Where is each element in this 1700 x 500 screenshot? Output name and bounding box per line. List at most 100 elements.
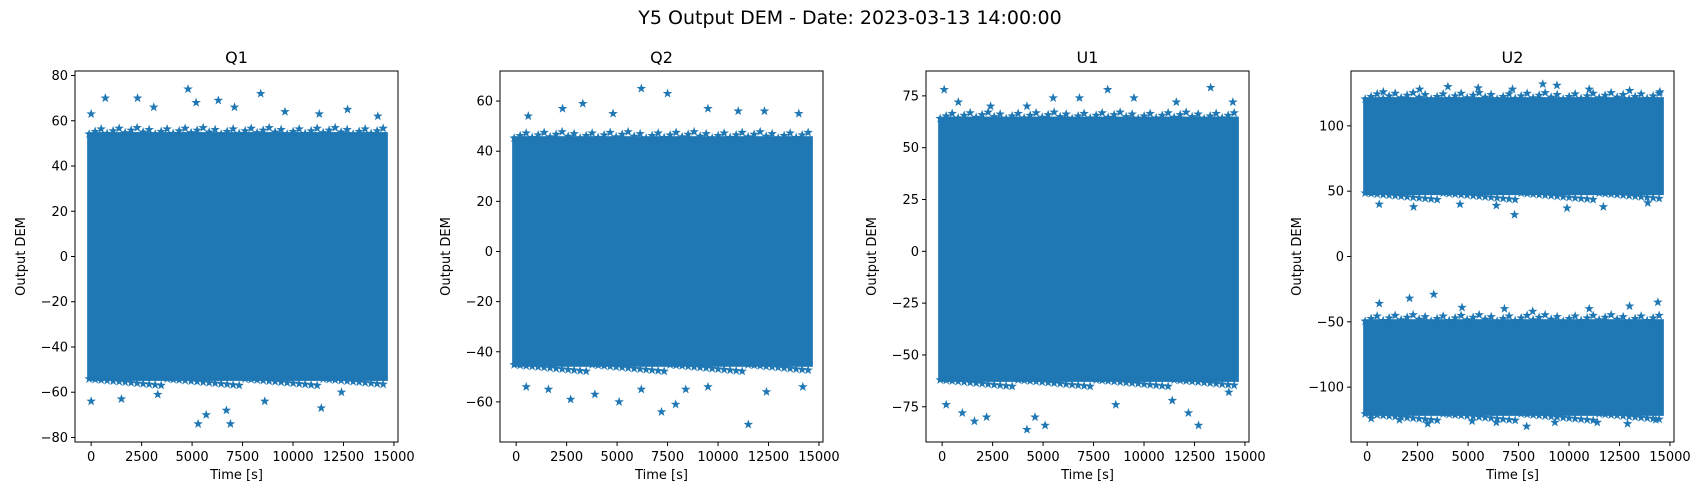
x-tick-label: 12500 bbox=[1599, 450, 1640, 465]
x-axis-label: Time [s] bbox=[209, 468, 263, 483]
scatter-point bbox=[671, 127, 681, 137]
scatter-point bbox=[539, 127, 549, 137]
scatter-point bbox=[1049, 107, 1059, 117]
x-tick-label: 15000 bbox=[373, 450, 414, 465]
subplot-title: Q2 bbox=[650, 48, 673, 67]
scatter-point bbox=[680, 384, 691, 394]
scatter-point bbox=[221, 405, 232, 415]
scatter-point bbox=[1408, 201, 1419, 211]
scatter-point bbox=[590, 389, 600, 399]
scatter-point bbox=[565, 394, 576, 404]
scatter-point bbox=[1584, 303, 1594, 313]
scatter-point bbox=[246, 123, 256, 133]
scatter-point bbox=[1193, 420, 1204, 430]
scatter-point bbox=[213, 95, 224, 105]
scatter-point bbox=[523, 111, 534, 121]
scatter-band-0 bbox=[87, 132, 388, 381]
y-tick-label: −20 bbox=[41, 295, 68, 310]
scatter-point bbox=[132, 122, 142, 132]
y-tick-label: 0 bbox=[60, 250, 68, 265]
x-tick-label: 5000 bbox=[1027, 450, 1060, 465]
subplot-u2: U2 0 2500 5000 7500 10000 12500 15000 −100 −50 0 50… bbox=[1290, 48, 1691, 483]
y-tick-label: 0 bbox=[911, 245, 919, 260]
scatter-point bbox=[1228, 97, 1238, 107]
scatter-point bbox=[1372, 311, 1382, 321]
y-axis-label: Output DEM bbox=[865, 217, 880, 296]
scatter-point bbox=[941, 399, 951, 409]
scatter-point bbox=[1022, 101, 1032, 111]
scatter-point bbox=[703, 381, 713, 391]
scatter-point bbox=[521, 381, 532, 391]
x-tick-label: 12500 bbox=[748, 450, 789, 465]
scatter-point bbox=[100, 93, 111, 103]
scatter-point bbox=[1438, 311, 1448, 321]
scatter-point bbox=[229, 102, 240, 112]
scatter-point bbox=[636, 384, 647, 394]
scatter-point bbox=[86, 396, 96, 406]
scatter-point bbox=[1390, 310, 1400, 320]
subplot-q2: Q2 0 2500 5000 7500 10000 12500 15000 −60 −40 −20 0… bbox=[439, 48, 840, 483]
scatter-point bbox=[116, 394, 127, 404]
scatter-band-0 bbox=[938, 116, 1239, 382]
scatter-point bbox=[280, 106, 290, 116]
plot-area bbox=[1360, 79, 1665, 431]
scatter-band-0 bbox=[1363, 97, 1664, 196]
y-tick-label: 40 bbox=[51, 160, 68, 175]
x-tick-label: 7500 bbox=[226, 450, 259, 465]
scatter-point bbox=[965, 107, 975, 117]
scatter-point bbox=[1404, 293, 1415, 303]
subplot-title: U1 bbox=[1077, 48, 1099, 67]
scatter-point bbox=[689, 126, 699, 136]
scatter-point bbox=[1429, 289, 1439, 299]
scatter-point bbox=[785, 128, 795, 138]
scatter-point bbox=[1474, 309, 1484, 319]
scatter-point bbox=[605, 127, 615, 137]
scatter-point bbox=[191, 97, 201, 107]
y-tick-label: 80 bbox=[51, 69, 68, 84]
scatter-point bbox=[373, 111, 383, 121]
scatter-point bbox=[255, 88, 266, 98]
x-tick-label: 0 bbox=[87, 450, 95, 465]
scatter-point bbox=[587, 128, 597, 138]
scatter-point bbox=[330, 122, 340, 132]
x-axis-label: Time [s] bbox=[1060, 468, 1114, 483]
scatter-point bbox=[1205, 82, 1216, 92]
scatter-point bbox=[1522, 88, 1532, 98]
subplot-u1: U1 0 2500 5000 7500 10000 12500 15000 −75 −50 −25 0… bbox=[865, 48, 1266, 483]
scatter-point bbox=[939, 84, 949, 94]
scatter-point bbox=[521, 128, 531, 138]
scatter-point bbox=[1570, 311, 1580, 321]
scatter-point bbox=[1229, 107, 1239, 117]
scatter-point bbox=[636, 83, 647, 93]
scatter-point bbox=[1624, 301, 1635, 311]
x-tick-label: 12500 bbox=[323, 450, 364, 465]
scatter-point bbox=[148, 102, 159, 112]
scatter-point bbox=[653, 128, 663, 138]
x-tick-label: 0 bbox=[512, 450, 520, 465]
scatter-point bbox=[225, 418, 236, 428]
y-tick-label: −20 bbox=[466, 295, 493, 310]
x-tick-label: 7500 bbox=[651, 450, 684, 465]
x-tick-label: 2500 bbox=[550, 450, 583, 465]
scatter-point bbox=[761, 386, 772, 396]
y-tick-label: −40 bbox=[466, 345, 493, 360]
scatter-point bbox=[1115, 107, 1125, 117]
scatter-point bbox=[985, 101, 996, 111]
scatter-point bbox=[1408, 309, 1418, 319]
scatter-point bbox=[981, 412, 992, 422]
scatter-point bbox=[1022, 424, 1032, 434]
scatter-point bbox=[1408, 87, 1418, 97]
scatter-point bbox=[193, 418, 203, 428]
x-tick-label: 10000 bbox=[272, 450, 313, 465]
y-tick-label: 60 bbox=[51, 114, 68, 129]
x-axis-label: Time [s] bbox=[634, 468, 688, 483]
y-tick-label: 0 bbox=[1336, 250, 1344, 265]
subplot-title: Q1 bbox=[225, 48, 248, 67]
scatter-point bbox=[1183, 407, 1194, 418]
scatter-point bbox=[1456, 310, 1466, 320]
scatter-point bbox=[132, 93, 143, 103]
scatter-point bbox=[1636, 311, 1646, 321]
scatter-point bbox=[1048, 92, 1058, 102]
y-tick-label: −60 bbox=[41, 386, 68, 401]
